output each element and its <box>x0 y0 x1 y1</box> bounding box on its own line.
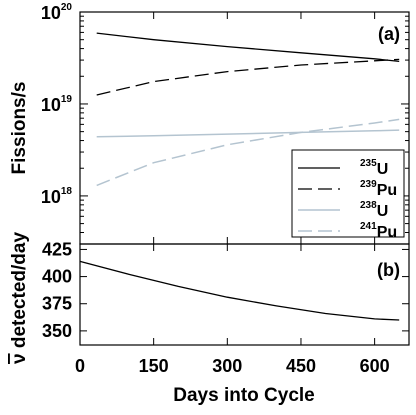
ylabel-b-text: detected/day <box>9 232 30 354</box>
panel-b-y-tick-label: 375 <box>42 294 72 314</box>
isotope-mass-number: 238 <box>360 200 377 211</box>
x-tick-label: 300 <box>212 356 242 376</box>
panel-a-label: (a) <box>378 24 400 44</box>
isotope-symbol: Pu <box>377 224 397 241</box>
isotope-mass-number: 241 <box>360 221 377 232</box>
tick-base: 10 <box>41 187 61 207</box>
panel-b-label: (b) <box>377 260 400 280</box>
x-axis-title: Days into Cycle <box>173 385 315 406</box>
panel-b-y-tick-label: 425 <box>42 239 72 259</box>
neutrino-rate-line <box>79 260 400 321</box>
nu-symbol: ν <box>9 353 30 364</box>
panel-b-series <box>79 260 400 321</box>
series-line-238u <box>96 129 400 138</box>
panel-a-series <box>96 32 400 187</box>
isotope-symbol: U <box>377 203 389 220</box>
isotope-symbol: U <box>377 161 389 178</box>
panel-b-ticks: 0 150 300 450 600 350 375 400 425 <box>42 239 409 376</box>
panel-a-y-tick-label: 1019 <box>41 94 73 115</box>
legend-label: 239Pu <box>360 179 397 199</box>
isotope-mass-number: 239 <box>360 179 377 190</box>
series-line-235u <box>96 32 400 63</box>
series-line-239pu <box>96 58 400 96</box>
x-tick-label: 450 <box>286 356 316 376</box>
panel-b-frame <box>79 243 410 346</box>
panel-b-y-tick-label: 350 <box>42 321 72 341</box>
legend-box <box>291 149 405 238</box>
legend-label: 238U <box>360 200 388 220</box>
panel-b-ylabel: ν detected/day <box>9 232 30 364</box>
panel-a-ylabel: Fissions/s <box>9 82 30 175</box>
isotope-mass-number: 235 <box>360 158 377 169</box>
panel-a-y-tick-label: 1020 <box>41 2 73 23</box>
isotope-symbol: Pu <box>377 182 397 199</box>
tick-base: 10 <box>41 95 61 115</box>
legend-label: 235U <box>360 158 388 178</box>
tick-exponent: 18 <box>61 186 73 197</box>
x-tick-label: 150 <box>139 356 169 376</box>
tick-base: 10 <box>41 3 61 23</box>
legend-label: 241Pu <box>360 221 397 241</box>
tick-exponent: 19 <box>61 94 73 105</box>
panel-b-y-tick-label: 400 <box>42 267 72 287</box>
svg-text:ν detected/day: ν detected/day <box>9 232 30 364</box>
x-tick-label: 0 <box>75 356 85 376</box>
x-tick-label: 600 <box>360 356 390 376</box>
series-line-241pu <box>96 118 400 187</box>
tick-exponent: 20 <box>61 2 73 13</box>
panel-a-y-tick-label: 1018 <box>41 186 73 207</box>
